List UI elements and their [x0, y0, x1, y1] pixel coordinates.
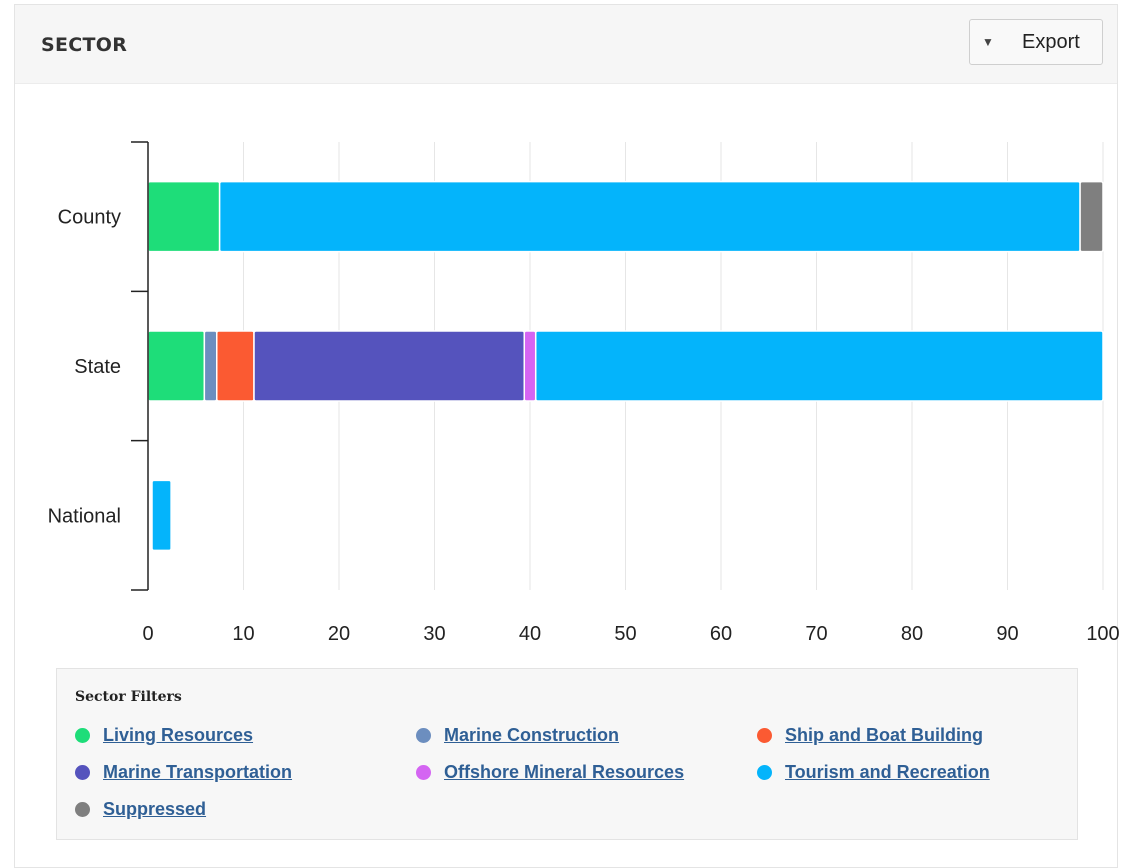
- legend-link[interactable]: Living Resources: [103, 725, 254, 745]
- sector-bar-chart: 0 10 20 30 40 50 60 70 80 90 100 County State Nationa…: [48, 141, 1120, 645]
- x-tick-label: 0: [142, 623, 153, 645]
- dot-icon: [757, 728, 772, 743]
- bar-segment[interactable]: [218, 180, 1081, 253]
- legend-item[interactable]: Offshore Mineral Resources: [416, 762, 684, 783]
- bar-segment[interactable]: [151, 479, 172, 552]
- dot-icon: [416, 765, 431, 780]
- y-category-label: County: [58, 207, 121, 229]
- legend-item[interactable]: Marine Construction: [416, 725, 619, 746]
- bar-segment[interactable]: [253, 330, 526, 402]
- x-tick-label: 70: [805, 623, 827, 645]
- legend-title: Sector Filters: [75, 689, 182, 705]
- dot-icon: [75, 802, 90, 817]
- sector-filters-legend: Sector Filters Living Resources Marine Co…: [56, 668, 1078, 840]
- panel-title: SECTOR: [41, 34, 128, 56]
- export-label: Export: [1022, 30, 1080, 53]
- bar-segment[interactable]: [534, 330, 1104, 402]
- x-tick-label: 20: [328, 623, 350, 645]
- legend-link[interactable]: Marine Construction: [444, 725, 620, 745]
- dot-icon: [416, 728, 431, 743]
- legend-item[interactable]: Marine Transportation: [75, 762, 292, 783]
- legend-link[interactable]: Suppressed: [103, 799, 207, 819]
- bar-segment[interactable]: [523, 330, 537, 402]
- x-tick-label: 100: [1086, 623, 1119, 645]
- y-category-label: State: [74, 356, 121, 378]
- legend-link[interactable]: Ship and Boat Building: [785, 725, 983, 745]
- legend-item[interactable]: Living Resources: [75, 725, 253, 746]
- x-tick-label: 80: [901, 623, 923, 645]
- axes: 0 10 20 30 40 50 60 70 80 90 100 County State Nationa…: [48, 141, 1120, 645]
- bar-segment[interactable]: [147, 330, 206, 402]
- y-category-label: National: [48, 505, 121, 527]
- legend-link[interactable]: Offshore Mineral Resources: [444, 762, 685, 782]
- legend-item[interactable]: Suppressed: [75, 799, 206, 820]
- caret-down-icon: ▼: [982, 35, 994, 49]
- x-tick-label: 10: [232, 623, 254, 645]
- x-tick-label: 50: [614, 623, 636, 645]
- bar-segment[interactable]: [203, 330, 218, 402]
- dot-icon: [75, 765, 90, 780]
- bars: [147, 180, 1104, 552]
- x-tick-label: 90: [996, 623, 1018, 645]
- bar-segment[interactable]: [1079, 180, 1104, 253]
- bar-segment[interactable]: [216, 330, 255, 402]
- export-button[interactable]: ▼ Export: [969, 19, 1103, 65]
- legend-link[interactable]: Marine Transportation: [103, 762, 293, 782]
- x-tick-label: 30: [423, 623, 445, 645]
- x-tick-label: 60: [710, 623, 732, 645]
- legend-item[interactable]: Tourism and Recreation: [757, 762, 990, 783]
- dot-icon: [75, 728, 90, 743]
- panel-header: SECTOR ▼ Export: [15, 5, 1117, 84]
- dot-icon: [757, 765, 772, 780]
- legend-item[interactable]: Ship and Boat Building: [757, 725, 983, 746]
- bar-segment[interactable]: [147, 180, 221, 253]
- legend-link[interactable]: Tourism and Recreation: [785, 762, 990, 782]
- x-tick-label: 40: [519, 623, 541, 645]
